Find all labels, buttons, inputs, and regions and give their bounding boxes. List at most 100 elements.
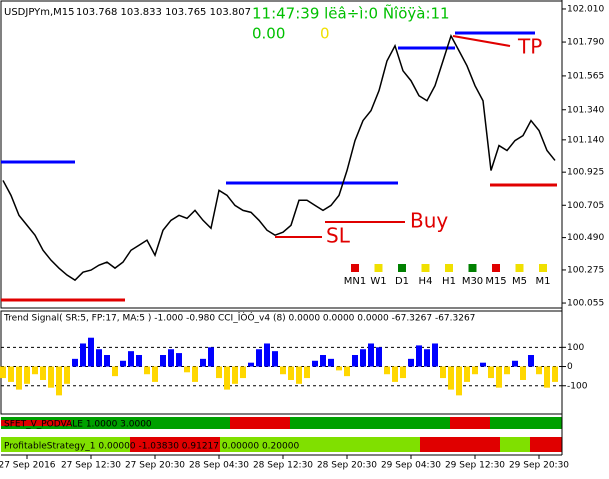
cci-bar (72, 358, 78, 367)
sfet-red (230, 417, 290, 429)
y-tick-label: 100.275 (567, 265, 604, 275)
y-tick-label: 0 (567, 362, 573, 372)
cci-bar (368, 343, 374, 367)
cci-bar (168, 349, 174, 367)
sl-label: SL (326, 224, 351, 248)
timeframe-swatch (374, 264, 383, 272)
timeframe-label: M15 (485, 276, 506, 287)
cci-bar (496, 366, 502, 388)
timeframe-swatch (539, 264, 547, 272)
timeframe-label: H4 (419, 276, 433, 287)
cci-bar (232, 366, 238, 384)
cci-bar (48, 366, 54, 388)
buy-label: Buy (410, 209, 448, 233)
cci-bar (184, 366, 190, 373)
cci-bar (176, 353, 182, 367)
counter: 0 (320, 25, 330, 43)
timeframe-label: MN1 (344, 276, 366, 287)
timeframe-label: W1 (370, 276, 386, 287)
cci-bar (296, 366, 302, 384)
timeframe-swatch (468, 264, 477, 272)
cci-bar (480, 362, 486, 367)
cci-bar (504, 366, 510, 375)
cci-bar (312, 360, 318, 367)
timeframe-label: D1 (395, 276, 409, 287)
y-tick-label: -100 (567, 381, 588, 391)
cci-bar (96, 349, 102, 367)
sfet-red (450, 417, 490, 429)
cci-bar (472, 366, 478, 375)
cci-bar (464, 366, 470, 382)
cci-bar (224, 366, 230, 390)
cci-bar (264, 343, 270, 367)
cci-bar (544, 366, 550, 388)
x-tick-label: 29 Sep 04:30 (381, 461, 441, 471)
cci-bar (256, 349, 262, 367)
cci-bar (216, 366, 222, 379)
cci-bar (104, 355, 110, 367)
indicator-title: Trend Signal( SR:5, FP:17, MA:5 ) -1.000… (3, 312, 475, 324)
timeframe-swatch (398, 264, 406, 272)
cci-bar (144, 366, 150, 375)
profit-red (130, 437, 220, 452)
timeframe-swatch (492, 264, 500, 272)
cci-bar (208, 347, 214, 367)
cci-bar (120, 360, 126, 367)
cci-bar (8, 366, 14, 382)
profit-red (420, 437, 500, 452)
cci-bar (64, 366, 70, 384)
ohlc: 103.768 103.833 103.765 103.807 (76, 7, 251, 18)
cci-bar (520, 366, 526, 380)
cci-bar (400, 366, 406, 379)
sfet-label: SFET_V_PODVALE 1.0000 3.0000 (4, 420, 152, 430)
x-tick-label: 27 Sep 2016 (0, 461, 56, 471)
timeframe-label: M1 (536, 276, 551, 287)
profit-label: ProfitableStrategy_1 0.00000 -1.03830 0.… (4, 442, 299, 452)
y-tick-label: 101.340 (567, 105, 604, 115)
y-tick-label: 100.925 (567, 168, 604, 178)
cci-bar (528, 355, 534, 367)
cci-bar (136, 355, 142, 367)
cci-bar (344, 366, 350, 377)
timeframe-label: M30 (462, 276, 483, 287)
tp-label: TP (517, 35, 542, 59)
x-tick-label: 27 Sep 12:30 (61, 461, 121, 471)
cci-bar (56, 366, 62, 396)
tp-arrow (452, 35, 511, 47)
timeframe-swatch (421, 264, 430, 272)
cci-bar (360, 349, 366, 367)
cci-bar (304, 366, 310, 379)
cci-bar (280, 366, 286, 375)
y-tick-label: 100.055 (567, 299, 604, 309)
y-tick-label: 101.790 (567, 38, 604, 48)
cci-bar (112, 366, 118, 377)
y-tick-label: 100 (567, 343, 584, 353)
cci-bar (512, 360, 518, 367)
x-tick-label: 29 Sep 12:30 (445, 461, 505, 471)
cci-bar (384, 366, 390, 375)
timeframe-swatch (445, 264, 453, 272)
cci-bar (440, 366, 446, 379)
cci-bar (192, 366, 198, 382)
y-tick-label: 101.565 (567, 71, 604, 81)
cci-bar (40, 366, 46, 380)
cci-bar (0, 366, 6, 379)
cci-bar (448, 366, 454, 390)
cci-bar (88, 337, 94, 367)
y-tick-label: 101.140 (567, 135, 604, 145)
x-tick-label: 27 Sep 20:30 (125, 461, 185, 471)
profit-red (530, 437, 562, 452)
cci-bar (552, 366, 558, 382)
cci-bar (408, 358, 414, 367)
cci-bar (200, 358, 206, 367)
cci-bar (272, 351, 278, 367)
cci-bar (24, 366, 30, 384)
cci-bar (128, 351, 134, 367)
counter: 0.00 (252, 25, 285, 43)
cci-bar (424, 349, 430, 367)
x-tick-label: 28 Sep 12:30 (253, 461, 313, 471)
cci-bar (488, 366, 494, 379)
cci-bar (432, 343, 438, 367)
cci-bar (328, 358, 334, 367)
